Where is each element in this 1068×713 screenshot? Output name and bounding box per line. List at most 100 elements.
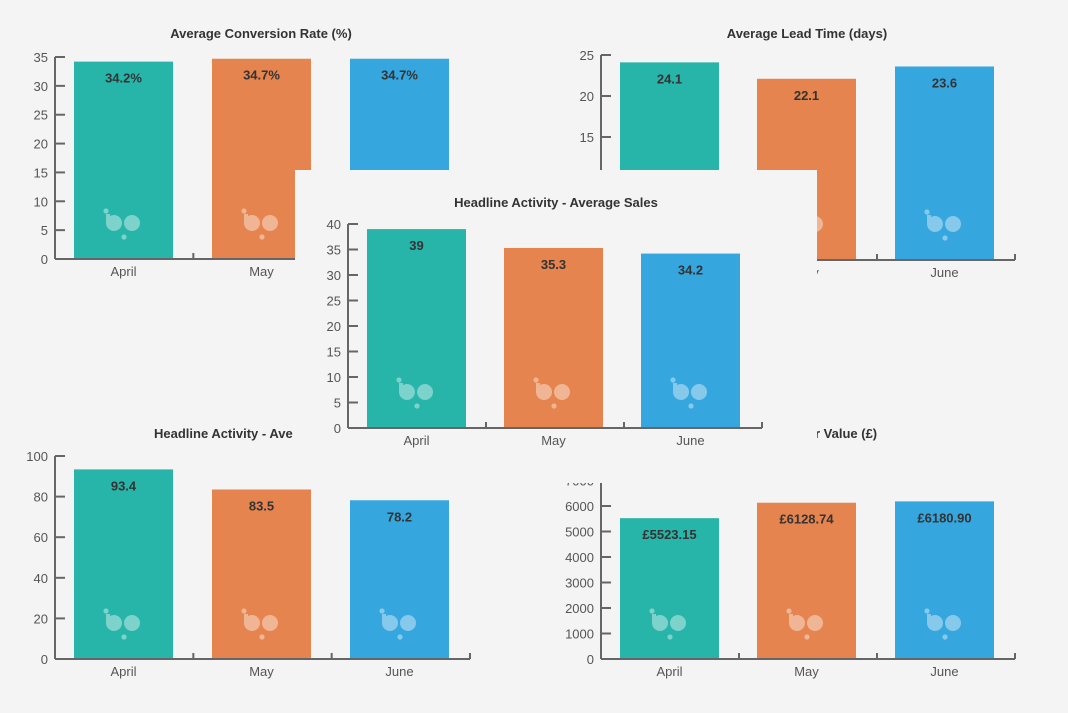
logo-dot (942, 235, 948, 241)
logo-b (673, 384, 689, 400)
logo-dot (786, 608, 792, 614)
logo-p (807, 615, 823, 631)
logo-b (789, 615, 805, 631)
data-label: 23.6 (932, 75, 957, 90)
data-label: 39 (409, 238, 423, 253)
bp-logo-icon (241, 208, 278, 240)
x-tick-label: April (403, 433, 429, 448)
y-tick-label: 35 (34, 50, 48, 65)
bp-logo-icon (241, 608, 278, 640)
bar-april (367, 229, 466, 428)
y-tick-label: 20 (580, 89, 594, 104)
data-label: 78.2 (387, 509, 412, 524)
logo-b-stem (106, 214, 110, 223)
logo-p (945, 615, 961, 631)
bp-logo-icon (533, 377, 570, 409)
logo-b-stem (927, 614, 931, 623)
logo-dot (396, 377, 402, 383)
y-tick-label: 15 (34, 165, 48, 180)
data-label: 34.7% (381, 68, 418, 83)
logo-b-stem (536, 383, 540, 392)
logo-dot (688, 403, 694, 409)
y-tick-label: 5000 (565, 525, 594, 540)
bp-logo-icon (103, 208, 140, 240)
logo-dot (924, 209, 930, 215)
logo-b-stem (789, 614, 793, 623)
y-tick-label: 15 (327, 345, 341, 360)
bar-april (620, 518, 719, 659)
logo-b (927, 216, 943, 232)
data-label: £6180.90 (917, 510, 971, 525)
x-tick-label: June (676, 433, 704, 448)
chart-activity: Headline Activity - Ave 93.4 April 83.5 May 7… (26, 426, 471, 679)
logo-p (945, 216, 961, 232)
logo-b (652, 615, 668, 631)
logo-dot (259, 234, 265, 240)
y-tick-label: 15 (580, 130, 594, 145)
logo-dot (551, 403, 557, 409)
logo-dot (241, 208, 247, 214)
x-tick-label: June (930, 664, 958, 679)
y-tick-label: 3000 (565, 576, 594, 591)
y-tick-label: 20 (327, 319, 341, 334)
y-tick-label: 0 (587, 652, 594, 667)
logo-dot (379, 608, 385, 614)
bar-june (350, 500, 449, 659)
chart-ordervalue: r Value (£) £5523.15 April £6128.74 May £6180… (565, 426, 1016, 679)
logo-dot (414, 403, 420, 409)
y-tick-label: 0 (334, 421, 341, 436)
y-tick-label: 0 (41, 252, 48, 267)
y-tick-label: 4000 (565, 550, 594, 565)
data-label: 24.1 (657, 71, 682, 86)
logo-b (382, 615, 398, 631)
bp-logo-icon (670, 377, 707, 409)
logo-p (417, 384, 433, 400)
bar-may (757, 502, 856, 659)
logo-dot (804, 634, 810, 640)
logo-b (399, 384, 415, 400)
y-tick-label: 25 (580, 48, 594, 63)
data-label: £6128.74 (779, 512, 834, 527)
x-tick-label: May (794, 664, 819, 679)
logo-b (927, 615, 943, 631)
logo-b (244, 615, 260, 631)
y-tick-label: 30 (327, 268, 341, 283)
bar-may (212, 58, 311, 259)
y-tick-label: 10 (34, 194, 48, 209)
bp-logo-icon (786, 608, 823, 640)
logo-p (262, 615, 278, 631)
bar-june (641, 253, 740, 428)
x-tick-label: May (249, 664, 274, 679)
y-tick-label: 20 (34, 137, 48, 152)
bp-logo-icon (924, 209, 961, 241)
logo-b-stem (652, 614, 656, 623)
chart-title: Average Conversion Rate (%) (170, 26, 352, 41)
logo-dot (649, 608, 655, 614)
bar-may (504, 247, 603, 428)
chart-title: Headline Activity - Ave (154, 426, 293, 441)
bar-june (895, 501, 994, 659)
logo-dot (259, 634, 265, 640)
y-tick-label: 30 (34, 79, 48, 94)
logo-b-stem (382, 614, 386, 623)
logo-b (244, 215, 260, 231)
bp-logo-icon (103, 608, 140, 640)
logo-b-stem (244, 214, 248, 223)
logo-dot (533, 377, 539, 383)
logo-dot (670, 377, 676, 383)
bar-april (74, 61, 173, 259)
y-tick-label: 40 (34, 571, 48, 586)
data-label: 35.3 (541, 257, 566, 272)
logo-b-stem (106, 614, 110, 623)
y-tick-label: 0 (41, 652, 48, 667)
data-label: 34.7% (243, 68, 280, 83)
y-tick-label: 10 (327, 370, 341, 385)
logo-dot (667, 634, 673, 640)
chart-title: Headline Activity - Average Sales (454, 195, 658, 210)
logo-p (262, 215, 278, 231)
chart-title: Average Lead Time (days) (727, 26, 887, 41)
logo-dot (397, 634, 403, 640)
data-label: 83.5 (249, 498, 274, 513)
y-tick-label: 5 (334, 396, 341, 411)
